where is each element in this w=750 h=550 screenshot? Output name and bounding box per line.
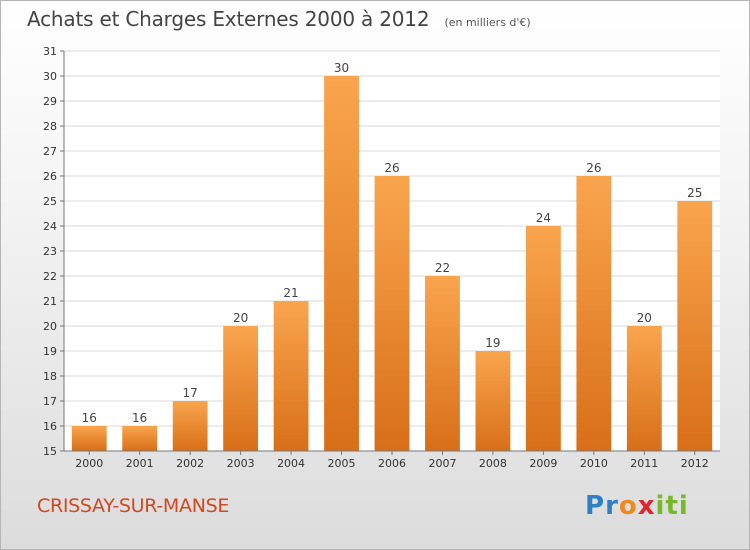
bar <box>71 426 107 451</box>
bar-value-label: 30 <box>334 61 349 75</box>
bar <box>677 201 713 451</box>
bar-value-label: 21 <box>283 286 298 300</box>
bar <box>475 351 511 451</box>
logo-letter: t <box>665 491 679 521</box>
x-tick-label: 2002 <box>176 457 204 470</box>
logo-letter: o <box>618 491 638 521</box>
bar <box>525 226 561 451</box>
bar-value-label: 25 <box>687 186 702 200</box>
logo-letter: x <box>637 491 656 521</box>
logo-letter: i <box>655 491 666 521</box>
bar-value-label: 22 <box>435 261 450 275</box>
bar <box>576 176 612 451</box>
logo-letter: i <box>678 491 689 521</box>
y-axis-ticks: 15 16 17 18 19 20 21 22 23 24 25 26 27 28 29 30 31 <box>43 45 64 458</box>
y-tick-label: 17 <box>43 395 57 408</box>
y-tick-label: 28 <box>43 120 57 133</box>
logo-letter: P <box>585 491 606 521</box>
chart-subtitle: (en milliers d'€) <box>444 16 531 29</box>
bar <box>324 76 359 451</box>
x-tick-label: 2011 <box>630 457 658 470</box>
y-tick-label: 29 <box>43 95 57 108</box>
y-tick-label: 30 <box>43 70 57 83</box>
bar <box>374 176 410 451</box>
x-axis-ticks: 2000 2001 2002 2003 2004 2005 2006 2007 2008 2009… <box>75 451 709 470</box>
x-tick-label: 2008 <box>479 457 507 470</box>
bar-value-label: 24 <box>536 211 551 225</box>
bar-value-label: 19 <box>485 336 500 350</box>
y-tick-label: 23 <box>43 245 57 258</box>
bar-value-label: 20 <box>233 311 248 325</box>
y-tick-label: 18 <box>43 370 57 383</box>
y-tick-label: 19 <box>43 345 57 358</box>
x-tick-label: 2005 <box>328 457 356 470</box>
bar-value-label: 16 <box>82 411 97 425</box>
x-tick-label: 2004 <box>277 457 305 470</box>
y-tick-label: 22 <box>43 270 57 283</box>
y-tick-label: 15 <box>43 445 57 458</box>
x-tick-label: 2003 <box>227 457 255 470</box>
x-tick-label: 2000 <box>75 457 103 470</box>
bar-value-label: 26 <box>586 161 601 175</box>
bar <box>626 326 662 451</box>
bars: 16 16 17 20 21 30 26 22 19 24 26 20 25 <box>71 61 713 451</box>
logo-letter: r <box>605 491 619 521</box>
bar-value-label: 20 <box>637 311 652 325</box>
bar-value-label: 17 <box>183 386 198 400</box>
y-tick-label: 16 <box>43 420 57 433</box>
bar <box>172 401 208 451</box>
y-tick-label: 24 <box>43 220 57 233</box>
y-tick-label: 26 <box>43 170 57 183</box>
bar <box>273 301 309 451</box>
chart-title: Achats et Charges Externes 2000 à 2012 <box>27 7 430 31</box>
commune-name: CRISSAY-SUR-MANSE <box>37 495 230 517</box>
x-tick-label: 2010 <box>580 457 608 470</box>
bar-value-label: 16 <box>132 411 147 425</box>
y-tick-label: 25 <box>43 195 57 208</box>
proxiti-logo: Proxiti <box>585 491 689 521</box>
title-row: Achats et Charges Externes 2000 à 2012 (… <box>27 7 531 31</box>
bar <box>425 276 460 451</box>
x-tick-label: 2009 <box>529 457 557 470</box>
y-tick-label: 31 <box>43 45 57 58</box>
bar <box>122 426 158 451</box>
x-tick-label: 2007 <box>428 457 456 470</box>
y-tick-label: 21 <box>43 295 57 308</box>
x-tick-label: 2006 <box>378 457 406 470</box>
y-tick-label: 27 <box>43 145 57 158</box>
bar-value-label: 26 <box>384 161 399 175</box>
y-tick-label: 20 <box>43 320 57 333</box>
x-tick-label: 2012 <box>681 457 709 470</box>
bar <box>223 326 259 451</box>
x-tick-label: 2001 <box>126 457 154 470</box>
